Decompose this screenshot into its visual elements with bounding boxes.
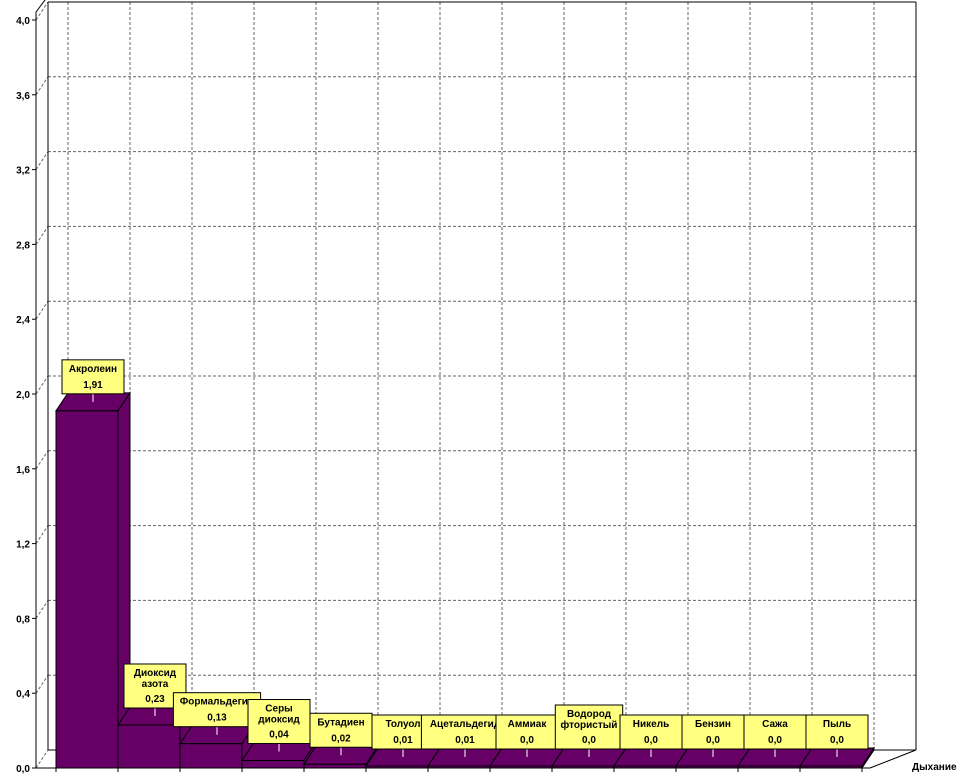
bar — [799, 765, 863, 769]
gridline-side — [35, 600, 49, 619]
label-name: Серы — [265, 704, 292, 715]
label-name: Никель — [633, 719, 669, 730]
y-tick-label: 1,2 — [16, 540, 30, 551]
bar — [117, 724, 181, 769]
label-name: Диоксид — [134, 668, 177, 679]
label-value: 0,02 — [331, 733, 351, 744]
y-tick-label: 2,8 — [16, 240, 30, 251]
label-box — [743, 714, 807, 750]
label-name: фтористый — [561, 719, 618, 731]
bar — [365, 765, 429, 769]
label-name: азота — [142, 679, 169, 690]
bar — [427, 765, 491, 769]
gridline-side — [35, 151, 49, 170]
bar — [551, 765, 615, 769]
label-box — [805, 714, 869, 750]
label-box — [495, 714, 559, 750]
label-box — [247, 699, 311, 745]
y-tick-label: 0,0 — [16, 764, 30, 775]
label-value: 1,91 — [83, 380, 103, 391]
label-value: 0,01 — [455, 735, 475, 746]
label-value: 0,01 — [393, 735, 413, 746]
label-name: Водород — [567, 709, 612, 720]
label-name: Ацетальдегид — [430, 719, 501, 730]
y-tick-label: 2,4 — [16, 315, 30, 326]
label-box — [61, 359, 125, 395]
label-name: Акролеин — [69, 364, 117, 375]
gridline-side — [35, 300, 49, 320]
label-value: 0,04 — [269, 730, 289, 741]
label-value: 0,0 — [830, 735, 844, 746]
bars — [55, 391, 875, 770]
label-name: Формальдегид — [180, 697, 255, 708]
label-box — [172, 692, 262, 728]
y-tick-label: 2,0 — [16, 390, 30, 401]
label-name: Бутадиен — [317, 717, 364, 728]
label-name: Аммиак — [508, 719, 548, 730]
label-box — [420, 714, 510, 750]
label-value: 0,0 — [582, 735, 596, 746]
gridline-side — [35, 76, 49, 96]
gridline-side — [35, 525, 49, 544]
label-box — [619, 714, 683, 750]
bar — [675, 765, 739, 769]
gridline-side — [35, 375, 49, 395]
bar — [55, 410, 119, 769]
series-label: Дыхание — [912, 762, 957, 773]
bar — [489, 765, 553, 769]
y-tick-label: 4,0 — [16, 16, 30, 27]
grid — [35, 1, 916, 769]
label-name: Сажа — [762, 719, 788, 730]
y-tick-label: 1,6 — [16, 465, 30, 476]
axes: 0,0 0,4 0,8 1,2 1,6 2,0 2,4 2,8 3,2 3,6 4,0 Дыхание — [16, 0, 957, 775]
gridline-side — [35, 450, 49, 470]
label-name: Пыль — [823, 719, 851, 730]
label-name: диоксид — [258, 715, 300, 726]
axis-corner — [35, 0, 46, 13]
label-name: Бензин — [695, 719, 731, 730]
bar — [241, 760, 305, 769]
bar — [737, 765, 801, 769]
bar — [303, 763, 367, 769]
gridline-side — [35, 674, 49, 694]
y-tick-label: 3,2 — [16, 166, 30, 177]
label-value: 0,0 — [768, 735, 782, 746]
label-value: 0,0 — [706, 735, 720, 746]
label-value: 0,13 — [207, 713, 227, 724]
gridline-side — [35, 226, 49, 245]
label-box — [681, 714, 745, 750]
y-tick-label: 0,4 — [16, 689, 30, 700]
floor-right-line — [869, 749, 917, 769]
bar — [613, 765, 677, 769]
gridline-side — [35, 749, 49, 769]
label-name: Толуол — [385, 719, 420, 730]
bar — [179, 743, 243, 769]
label-value: 0,0 — [644, 735, 658, 746]
y-tick-label: 0,8 — [16, 614, 30, 625]
label-value: 0,23 — [145, 694, 165, 705]
label-value: 0,0 — [520, 735, 534, 746]
gridline-side — [35, 1, 49, 21]
y-tick-label: 3,6 — [16, 91, 30, 102]
